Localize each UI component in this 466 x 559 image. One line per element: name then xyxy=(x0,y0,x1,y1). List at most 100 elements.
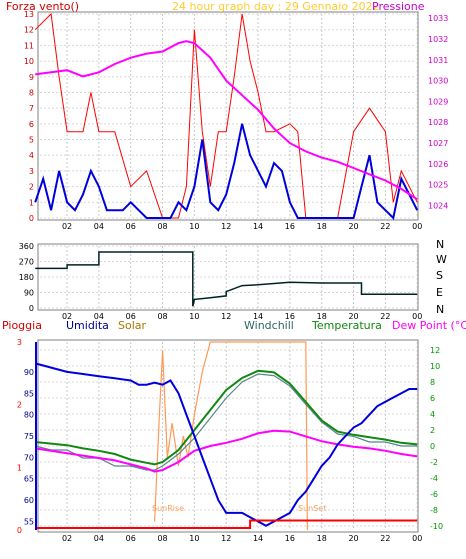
solar-series-line xyxy=(154,341,308,531)
bottom-left-tick-label: 85 xyxy=(24,389,34,398)
middle-left-tick-label: 270 xyxy=(19,258,34,267)
top-left-tick-label: 1 xyxy=(29,198,34,207)
wind-speed-series-line xyxy=(34,123,419,221)
top-left-tick-label: 0 xyxy=(29,214,34,223)
gust-series-line xyxy=(34,12,418,219)
top-right-tick-label: 1033 xyxy=(428,14,448,23)
top-right-tick-label: 1026 xyxy=(428,160,448,169)
bottom-right-tick-label: 6 xyxy=(430,394,435,403)
direction-label-e: E xyxy=(436,286,443,299)
top-left-tick-label: 5 xyxy=(29,136,34,145)
top-right-tick-label: 1030 xyxy=(428,77,448,86)
bottom-xtick-label: 22 xyxy=(380,534,390,543)
bottom-xtick-label: 16 xyxy=(285,534,295,543)
top-left-tick-label: 12 xyxy=(24,26,34,35)
top-xtick-label: 14 xyxy=(253,222,263,231)
temperature-legend-label: Temperatura xyxy=(311,319,382,332)
bottom-xtick-label: 20 xyxy=(348,534,358,543)
bottom-panel-frame xyxy=(37,339,419,533)
middle-xtick-label: 06 xyxy=(126,312,136,321)
bottom-right-tick-label: -8 xyxy=(430,506,438,515)
bottom-xtick-label: 10 xyxy=(189,534,199,543)
top-xtick-label: 08 xyxy=(157,222,167,231)
pressure-series-line xyxy=(35,40,418,201)
bottom-left-tick-label: 70 xyxy=(24,453,34,462)
top-left-tick-label: 3 xyxy=(29,167,34,176)
middle-left-tick-label: 0 xyxy=(29,304,34,313)
rain-series-line xyxy=(35,519,418,529)
middle-xtick-label: 12 xyxy=(221,312,231,321)
top-right-tick-label: 1031 xyxy=(428,56,448,65)
bottom-right-tick-label: -10 xyxy=(430,522,443,531)
middle-left-tick-label: 180 xyxy=(19,273,34,282)
sunset-annotation: SunSet xyxy=(298,504,326,513)
top-left-tick-label: 13 xyxy=(24,10,34,19)
top-left-tick-label: 9 xyxy=(29,73,34,82)
top-right-tick-label: 1028 xyxy=(428,118,448,127)
top-right-tick-label: 1032 xyxy=(428,35,448,44)
top-xtick-label: 22 xyxy=(380,222,390,231)
top-left-tick-label: 11 xyxy=(24,41,34,50)
middle-xtick-label: 20 xyxy=(348,312,358,321)
bottom-right-tick-label: 0 xyxy=(430,442,435,451)
bottom-left-tick-label: 55 xyxy=(24,517,34,526)
bottom-xtick-label: 14 xyxy=(253,534,263,543)
pressure-axis-label: Pressione xyxy=(372,0,425,13)
bottom-right-tick-label: 10 xyxy=(430,362,440,371)
top-left-tick-label: 10 xyxy=(24,57,34,66)
bottom-right-tick-label: 8 xyxy=(430,378,435,387)
bottom-xtick-label: 02 xyxy=(62,534,72,543)
middle-xtick-label: 14 xyxy=(253,312,263,321)
middle-left-tick-label: 90 xyxy=(24,289,34,298)
direction-label-n-top: N xyxy=(436,238,444,251)
bottom-xtick-label: 18 xyxy=(317,534,327,543)
bottom-right-tick-label: -2 xyxy=(430,458,438,467)
direction-label-n-bottom: N xyxy=(436,303,444,316)
top-right-tick-label: 1027 xyxy=(428,139,448,148)
middle-xtick-label: 00 xyxy=(412,312,422,321)
bottom-xtick-label: 04 xyxy=(94,534,104,543)
direction-label-s: S xyxy=(436,269,443,282)
top-xtick-label: 20 xyxy=(348,222,358,231)
top-left-tick-label: 4 xyxy=(29,151,34,160)
middle-xtick-label: 16 xyxy=(285,312,295,321)
rain-tick-label: 0 xyxy=(17,526,22,535)
bottom-xtick-label: 06 xyxy=(126,534,136,543)
direction-label-w: W xyxy=(436,253,447,266)
bottom-left-tick-label: 65 xyxy=(24,475,34,484)
bottom-right-tick-label: -4 xyxy=(430,474,438,483)
top-xtick-label: 10 xyxy=(189,222,199,231)
sunrise-annotation: SunRise xyxy=(152,504,184,513)
windchill-legend-label: Windchill xyxy=(244,319,294,332)
wind-direction-series-line xyxy=(35,251,418,307)
top-xtick-label: 00 xyxy=(412,222,422,231)
rain-tick-label: 2 xyxy=(17,401,22,410)
bottom-right-tick-label: 4 xyxy=(430,410,435,419)
middle-left-tick-label: 360 xyxy=(19,242,34,251)
bottom-right-tick-label: 2 xyxy=(430,426,435,435)
solar-legend-label: Solar xyxy=(118,319,147,332)
bottom-left-tick-label: 80 xyxy=(24,411,34,420)
bottom-left-tick-label: 75 xyxy=(24,432,34,441)
grid-layer xyxy=(40,13,418,530)
top-right-tick-label: 1024 xyxy=(428,202,448,211)
middle-xtick-label: 02 xyxy=(62,312,72,321)
rain-tick-label: 3 xyxy=(17,338,22,347)
bottom-right-tick-label: -6 xyxy=(430,490,438,499)
rain-legend-label: Pioggia xyxy=(2,319,42,332)
middle-xtick-label: 08 xyxy=(157,312,167,321)
wind-axis-label: Forza vento() xyxy=(6,0,79,13)
top-left-tick-label: 8 xyxy=(29,88,34,97)
temperature-series-line xyxy=(35,369,418,466)
bottom-left-tick-label: 90 xyxy=(24,368,34,377)
middle-xtick-label: 18 xyxy=(317,312,327,321)
bottom-xtick-label: 00 xyxy=(412,534,422,543)
top-xtick-label: 06 xyxy=(126,222,136,231)
chart-title: 24 hour graph day : 29 Gennaio 2022 xyxy=(172,0,380,13)
middle-xtick-label: 10 xyxy=(189,312,199,321)
top-xtick-label: 04 xyxy=(94,222,104,231)
top-right-tick-label: 1029 xyxy=(428,97,448,106)
middle-xtick-label: 04 xyxy=(94,312,104,321)
